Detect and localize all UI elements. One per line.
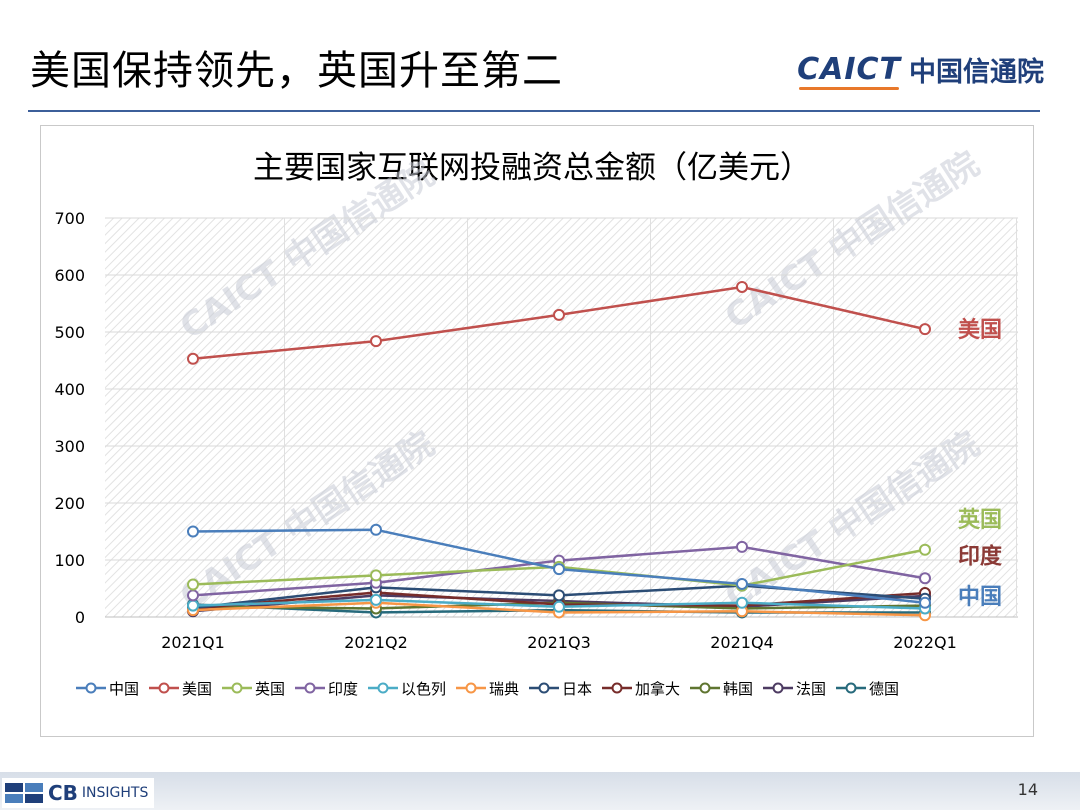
legend-swatch-marker <box>231 682 243 694</box>
caict-logo-en: CAICT <box>797 52 901 90</box>
data-point <box>553 563 565 576</box>
legend-label: 美国 <box>182 680 212 698</box>
data-point <box>919 543 931 556</box>
series-4 <box>187 540 931 602</box>
data-point <box>919 572 931 585</box>
legend-swatch-marker <box>85 682 97 694</box>
series-annotation-2: 英国 <box>958 508 1002 533</box>
legend-item: 中国 <box>76 680 139 698</box>
cb-logo-text: CB <box>48 781 78 805</box>
legend-label: 中国 <box>109 680 139 698</box>
series-annotation-4: 中国 <box>958 585 1002 610</box>
x-tick-label: 2021Q4 <box>710 633 774 652</box>
legend-label: 法国 <box>796 680 826 698</box>
data-point <box>187 589 199 602</box>
legend-label: 英国 <box>255 680 285 698</box>
legend-swatch-marker <box>158 682 170 694</box>
legend-item: 美国 <box>149 680 212 698</box>
data-point <box>919 323 931 336</box>
legend-swatch-marker <box>538 682 550 694</box>
series-1 <box>187 523 931 609</box>
y-tick-label: 200 <box>54 494 85 513</box>
legend-item: 以色列 <box>368 680 446 698</box>
x-tick-label: 2021Q2 <box>344 633 408 652</box>
legend-item: 韩国 <box>690 680 753 698</box>
data-point <box>553 308 565 321</box>
legend-item: 加拿大 <box>602 680 680 698</box>
data-point <box>370 523 382 536</box>
series-annotation-3: 印度 <box>958 543 1003 569</box>
legend-swatch-marker <box>611 682 623 694</box>
legend-swatch-marker <box>699 682 711 694</box>
legend-item: 日本 <box>529 680 592 698</box>
y-tick-label: 500 <box>54 323 85 342</box>
y-axis: 0 100 200 300 400 500 600 700 <box>54 209 85 627</box>
y-tick-label: 700 <box>54 209 85 228</box>
x-tick-label: 2022Q1 <box>893 633 957 652</box>
y-tick-label: 600 <box>54 266 85 285</box>
data-point <box>736 596 748 609</box>
chart-title: 主要国家互联网投融资总金额（亿美元） <box>253 150 811 186</box>
legend-label: 日本 <box>562 680 592 698</box>
y-tick-label: 100 <box>54 551 85 570</box>
series-annotation-1: 美国 <box>958 317 1002 343</box>
legend-swatch-marker <box>304 682 316 694</box>
series-lines <box>187 280 931 622</box>
legend: 中国 美国 英国 印度 以色列 瑞典 日本 加拿大 韩国 法国 德国 <box>76 680 899 698</box>
legend-label: 加拿大 <box>635 680 680 698</box>
series-2 <box>187 280 931 365</box>
legend-item: 法国 <box>763 680 826 698</box>
caict-logo: CAICT 中国信通院 <box>797 50 1044 90</box>
slide-title: 美国保持领先，英国升至第二 <box>30 48 563 94</box>
legend-label: 韩国 <box>723 680 753 698</box>
x-tick-label: 2021Q3 <box>527 633 591 652</box>
legend-item: 印度 <box>295 680 358 698</box>
legend-item: 瑞典 <box>456 680 519 698</box>
data-point <box>919 596 931 609</box>
data-point <box>553 589 565 602</box>
data-point <box>187 352 199 365</box>
y-tick-label: 0 <box>75 608 85 627</box>
y-tick-label: 400 <box>54 380 85 399</box>
footer-bar <box>0 772 1080 810</box>
data-point <box>370 569 382 582</box>
legend-swatch-marker <box>465 682 477 694</box>
cb-insights-mark-icon <box>5 783 43 803</box>
data-point <box>187 525 199 538</box>
series-5 <box>187 593 931 615</box>
x-tick-label: 2021Q1 <box>161 633 225 652</box>
legend-swatch-marker <box>845 682 857 694</box>
caict-logo-cn: 中国信通院 <box>909 57 1044 88</box>
data-point <box>553 600 565 613</box>
data-point <box>736 280 748 293</box>
page-number: 14 <box>1017 780 1038 799</box>
legend-label: 以色列 <box>401 680 446 698</box>
data-point <box>370 593 382 606</box>
plot-background <box>105 218 1018 617</box>
legend-label: 德国 <box>869 680 899 698</box>
legend-label: 瑞典 <box>489 680 519 698</box>
data-point <box>187 578 199 591</box>
data-point <box>736 577 748 590</box>
data-point <box>736 540 748 553</box>
legend-swatch-marker <box>377 682 389 694</box>
legend-swatch-marker <box>772 682 784 694</box>
insights-logo-text: INSIGHTS <box>81 785 149 801</box>
legend-item: 英国 <box>222 680 285 698</box>
legend-item: 德国 <box>836 680 899 698</box>
legend-label: 印度 <box>328 680 358 698</box>
x-axis: 2021Q1 2021Q2 2021Q3 2021Q4 2022Q1 <box>161 633 957 652</box>
plot-area <box>105 218 1018 617</box>
title-divider <box>28 110 1040 112</box>
data-point <box>370 335 382 348</box>
cb-insights-logo: CB INSIGHTS <box>2 778 154 808</box>
y-tick-label: 300 <box>54 437 85 456</box>
data-point <box>187 599 199 612</box>
